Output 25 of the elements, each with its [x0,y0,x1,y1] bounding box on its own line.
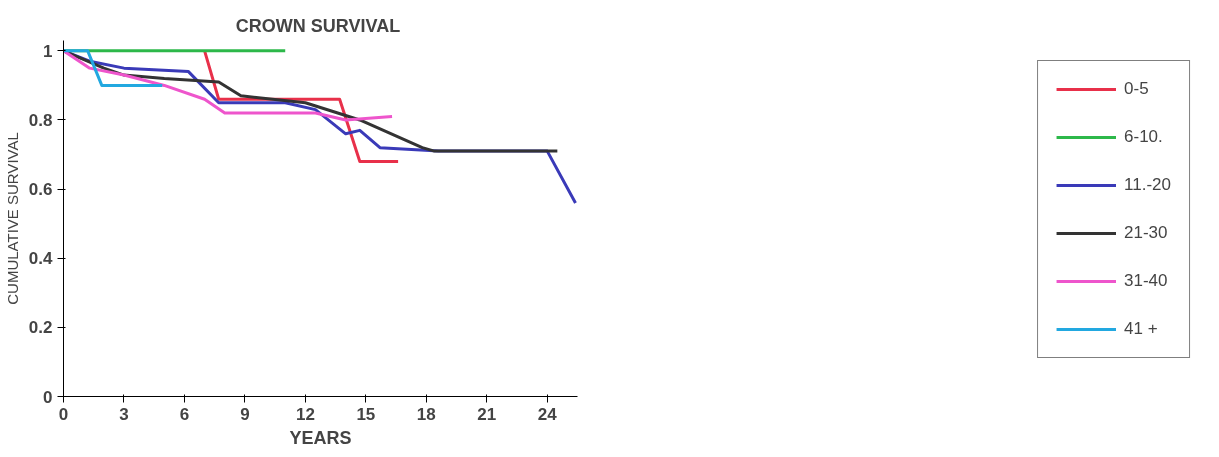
legend-label: 41 + [1124,319,1158,339]
y-tick-label: 0.6 [28,180,53,200]
legend-label: 6-10. [1124,127,1163,147]
x-tick-label: 21 [477,404,497,424]
x-tick-label: 15 [356,404,376,424]
y-tick-label: 0.8 [28,111,53,130]
x-tick-label: 0 [58,404,69,424]
x-tick-label: 18 [416,404,436,424]
legend-label: 21-30 [1124,223,1168,243]
legend-label: 31-40 [1124,271,1168,291]
y-tick-label: 0.2 [28,318,53,338]
legend-label: 11.-20 [1124,175,1171,195]
x-tick-label: 9 [240,404,250,424]
line-series [63,49,394,122]
x-tick-label: 12 [295,404,315,424]
x-axis-title: YEARS [289,427,352,448]
y-tick-label: 1 [43,41,53,61]
x-tick-label: 6 [179,404,190,424]
y-tick-label: 0.4 [28,249,54,269]
chart-title: CROWN SURVIVAL [235,15,401,36]
x-tick-label: 3 [119,404,129,424]
x-tick-label: 24 [537,404,558,424]
legend-label: 0-5 [1124,79,1149,99]
y-axis-title: CUMULATIVE SURVIVAL [3,132,21,305]
y-tick-label: 0 [43,387,53,407]
